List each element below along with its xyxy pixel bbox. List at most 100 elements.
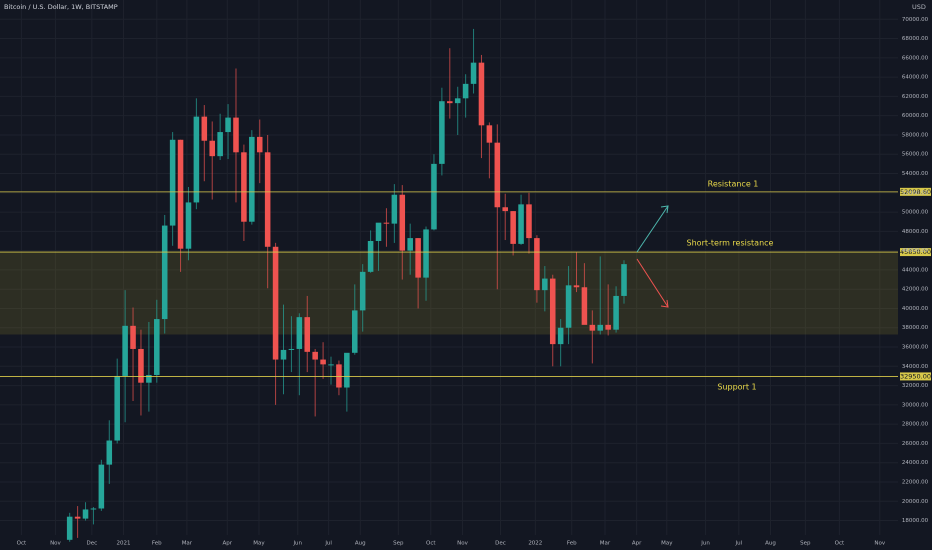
x-tick-label: Dec — [87, 541, 98, 547]
candle-body — [336, 364, 342, 388]
candle-body — [367, 240, 374, 272]
x-tick-label: Oct — [426, 541, 436, 547]
candle-body — [549, 278, 556, 345]
candle-body — [407, 238, 413, 251]
x-tick-label: Feb — [152, 541, 162, 547]
level-label: 32950.00 — [900, 372, 931, 380]
y-tick-label: 38000.00 — [902, 325, 929, 331]
candle-body — [557, 327, 564, 345]
x-tick-label: Sep — [800, 541, 811, 547]
candle-body — [154, 319, 160, 375]
candle-body — [605, 324, 611, 330]
candle-body — [478, 62, 485, 126]
candle-body — [169, 139, 176, 226]
y-tick-label: 66000.00 — [902, 55, 929, 61]
level-tag — [900, 187, 931, 196]
x-tick-label: Oct — [17, 541, 27, 547]
x-tick-label: Dec — [495, 541, 506, 547]
y-tick-label: 48000.00 — [902, 229, 929, 235]
x-tick-label: Nov — [457, 541, 468, 547]
x-tick-label: Jul — [324, 541, 332, 547]
grid — [0, 0, 898, 535]
candle-body — [288, 348, 295, 350]
candle-body — [518, 204, 524, 244]
candle-body — [375, 222, 382, 241]
candle-body — [130, 325, 136, 349]
y-tick-label: 42000.00 — [902, 287, 929, 293]
candle-body — [146, 374, 152, 383]
y-tick-label: 30000.00 — [902, 402, 929, 408]
y-tick-label: 26000.00 — [902, 441, 929, 447]
candle-body — [526, 204, 532, 239]
y-tick-label: 58000.00 — [902, 132, 929, 138]
candle-body — [565, 285, 572, 328]
levels: 52098.60 45850.00 32950.00 — [0, 187, 931, 381]
candle-body — [391, 194, 398, 224]
candle-body — [383, 222, 390, 224]
level-tag — [900, 372, 931, 381]
candle-body — [423, 229, 429, 278]
x-tick-label: Feb — [567, 541, 577, 547]
level-label: 52098.60 — [900, 188, 931, 196]
x-tick-label: Nov — [874, 541, 885, 547]
annotation: Support 1 — [717, 383, 756, 392]
candle-body — [431, 163, 437, 230]
x-tick-label: Mar — [182, 541, 193, 547]
x-tick-label: Aug — [765, 541, 776, 547]
candle-body — [90, 508, 97, 510]
x-tick-label: 2021 — [117, 541, 131, 547]
candle-body — [209, 140, 215, 157]
candle-body — [201, 116, 208, 141]
candle-body — [399, 194, 406, 251]
candle-body — [486, 125, 493, 143]
y-tick-label: 56000.00 — [902, 152, 929, 158]
candle-body — [241, 152, 247, 222]
zone-layer — [0, 252, 898, 335]
candle-body — [462, 83, 469, 99]
y-tick-label: 54000.00 — [902, 171, 929, 177]
y-tick-label: 24000.00 — [902, 460, 929, 466]
y-tick-label: 36000.00 — [902, 345, 929, 351]
y-tick-label: 34000.00 — [902, 364, 929, 370]
axis: 18000.00 20000.00 22000.00 24000.00 26000.00… — [17, 17, 929, 547]
y-tick-label: 68000.00 — [902, 36, 929, 42]
candle-body — [359, 271, 366, 311]
candle-body — [74, 516, 81, 519]
level-tag — [900, 248, 931, 257]
candle-body — [296, 317, 303, 349]
candle-body — [447, 101, 453, 104]
candle-body — [185, 202, 192, 249]
candle-body — [225, 117, 231, 133]
candle-body — [264, 152, 271, 247]
chart-title: Bitcoin / U.S. Dollar, 1W, BITSTAMP — [4, 3, 118, 11]
zone — [0, 252, 898, 335]
y-tick-label: 20000.00 — [902, 499, 929, 505]
candle-body — [280, 349, 287, 360]
x-tick-label: Oct — [835, 541, 845, 547]
candle-body — [122, 325, 128, 376]
x-tick-label: Mar — [600, 541, 611, 547]
x-tick-label: 2022 — [528, 541, 542, 547]
x-tick-label: Aug — [355, 541, 366, 547]
candle-body — [82, 509, 89, 519]
x-tick-label: Apr — [223, 541, 233, 547]
annotation: Short-term resistance — [687, 239, 774, 248]
x-tick-label: May — [253, 541, 265, 547]
candle-body — [114, 375, 120, 441]
x-tick-label: Apr — [632, 541, 642, 547]
y-tick-label: 64000.00 — [902, 75, 929, 81]
candle-body — [597, 324, 604, 331]
candle-body — [161, 225, 168, 320]
candle-body — [454, 98, 461, 104]
candle-body — [217, 132, 223, 157]
x-tick-label: Jul — [735, 541, 743, 547]
y-tick-label: 60000.00 — [902, 113, 929, 119]
candle-body — [344, 352, 350, 388]
annotation: Resistance 1 — [708, 180, 759, 189]
y-tick-label: 32000.00 — [902, 383, 929, 389]
x-tick-label: May — [661, 541, 673, 547]
candle-body — [312, 351, 318, 360]
y-tick-label: 28000.00 — [902, 422, 929, 428]
